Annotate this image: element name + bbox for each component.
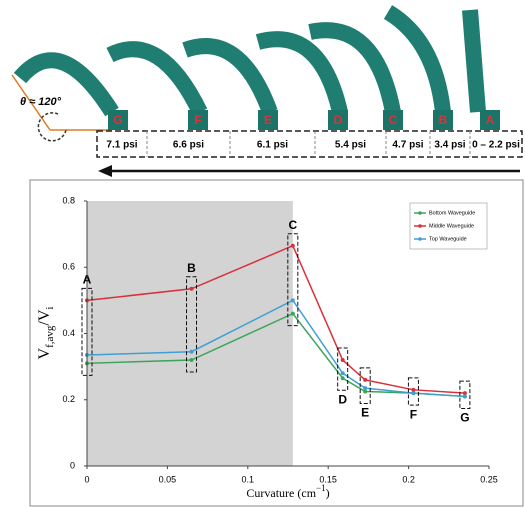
label-box <box>480 110 500 130</box>
data-point <box>363 386 368 391</box>
data-point <box>340 376 345 381</box>
data-point <box>411 391 416 396</box>
arm-e <box>182 38 278 115</box>
arm-label: G <box>113 113 122 127</box>
annotation-label: C <box>288 218 297 232</box>
legend-marker <box>418 224 422 228</box>
annotation-box <box>186 276 198 373</box>
pressure-label: 4.7 psi <box>392 140 423 151</box>
pressure-label: 0 – 2.2 psi <box>472 140 520 151</box>
arm-g <box>13 52 119 117</box>
y-label-sub2: i <box>44 307 56 310</box>
pressure-label: 5.4 psi <box>335 140 366 151</box>
data-point <box>340 358 345 362</box>
data-point <box>290 243 295 248</box>
legend-label: Middle Waveguide <box>429 223 474 229</box>
pressure-label: 6.1 psi <box>257 140 288 151</box>
shaded-region <box>87 201 293 466</box>
x-tick-label: 0.15 <box>319 474 337 484</box>
label-box <box>433 110 453 130</box>
arm-f <box>106 41 208 116</box>
annotation-label: E <box>361 406 369 420</box>
arm-a <box>462 9 486 113</box>
legend-marker <box>418 211 422 215</box>
annotation-box <box>81 287 93 376</box>
arm-label: B <box>439 113 448 127</box>
x-label-sup: −1 <box>316 483 326 493</box>
arrowhead <box>98 165 112 177</box>
pressure-label: 7.1 psi <box>106 140 137 151</box>
annotation-label: D <box>338 392 347 406</box>
x-axis-label: Curvature (cm−1) <box>246 483 329 500</box>
data-point <box>363 377 368 382</box>
x-tick-label: 0.1 <box>242 474 255 484</box>
angle-label: θ ≈ 120° <box>20 96 62 108</box>
pressure-label: 6.6 psi <box>173 140 204 151</box>
annotation-box <box>359 367 371 404</box>
arm-label: A <box>486 113 495 127</box>
data-point <box>189 286 194 291</box>
y-tick-label: 0 <box>70 460 75 470</box>
arm-d <box>255 31 348 114</box>
legend-marker <box>418 237 422 241</box>
x-label-main: Curvature (cm <box>246 486 316 500</box>
label-box <box>188 110 208 130</box>
pressure-label: 3.4 psi <box>434 140 465 151</box>
data-point <box>290 298 295 303</box>
y-tick-label: 0.4 <box>62 328 75 338</box>
annotation-box <box>287 233 299 327</box>
x-label-end: ) <box>326 486 330 500</box>
legend-label: Top Waveguide <box>429 236 467 242</box>
label-box <box>258 110 278 130</box>
arm-label: C <box>389 113 398 127</box>
data-point <box>363 389 368 394</box>
arm-label: F <box>194 113 201 127</box>
annotation-box <box>459 380 471 409</box>
y-axis-label: Vf,avg/Vi <box>36 307 56 360</box>
data-point <box>340 371 345 376</box>
pressure-box <box>96 130 523 158</box>
arm-label: D <box>334 113 343 127</box>
x-tick-label: 0.05 <box>159 474 177 484</box>
annotation-label: G <box>460 411 469 425</box>
annotation-box <box>337 347 349 391</box>
annotation-label: B <box>187 261 196 275</box>
label-box <box>328 110 348 130</box>
label-box <box>383 110 403 130</box>
arm-label: E <box>264 113 272 127</box>
arm-c <box>308 22 401 114</box>
y-tick-label: 0.2 <box>62 394 75 404</box>
annotation-label: F <box>410 407 417 421</box>
data-point <box>189 349 194 354</box>
chart-frame <box>29 179 524 507</box>
annotation-box <box>407 377 419 406</box>
y-tick-label: 0.8 <box>62 195 75 205</box>
y-label-sub: f,avg <box>44 325 56 348</box>
y-tick-label: 0.6 <box>62 262 75 272</box>
y-label-main: V <box>36 347 53 359</box>
x-tick-label: 0.25 <box>480 474 498 484</box>
angle-lines <box>11 74 112 142</box>
data-point <box>462 394 467 399</box>
legend-label: Bottom Waveguide <box>429 210 475 216</box>
label-box <box>108 110 128 130</box>
data-point <box>189 358 194 362</box>
data-point <box>290 311 295 316</box>
x-tick-label: 0 <box>84 474 89 484</box>
y-label-mid: /V <box>36 309 53 325</box>
arm-b <box>383 5 451 113</box>
x-tick-label: 0.2 <box>402 474 415 484</box>
data-point <box>411 387 416 392</box>
data-point <box>462 391 467 396</box>
robot-photo <box>13 5 486 117</box>
